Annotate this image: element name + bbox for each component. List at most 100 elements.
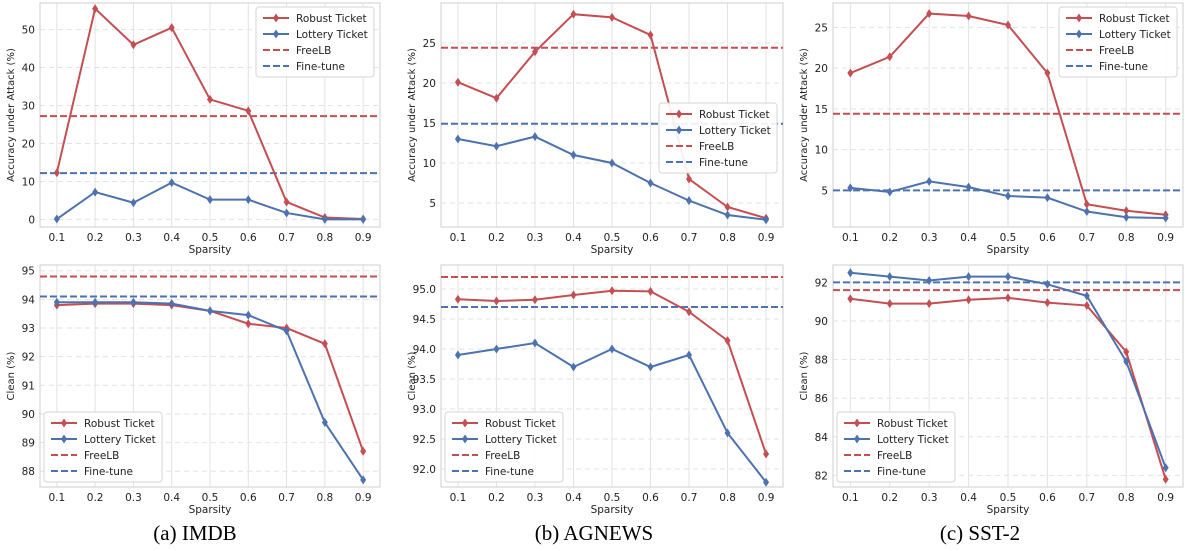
x-tick-label: 0.3 (527, 232, 544, 244)
point-robust (686, 174, 693, 184)
x-tick-label: 0.7 (278, 232, 295, 244)
x-tick-label: 0.5 (1000, 232, 1017, 244)
legend: Robust Ticket Lottery Ticket FreeLB Fine-tu… (43, 411, 163, 483)
point-lottery (1044, 193, 1051, 203)
x-tick-label: 0.6 (642, 492, 659, 504)
point-lottery (965, 182, 972, 192)
legend-label-finetune: Fine-tune (485, 466, 534, 478)
point-lottery (360, 475, 367, 485)
y-tick-label: 94.5 (413, 314, 436, 326)
plot-frame (832, 264, 1184, 488)
point-lottery (886, 272, 893, 282)
chart-agnews-attack: 0.1 0.2 0.3 0.4 0.5 0.6 0.7 0.8 0.9 5 10 15 20 25 Spar… (407, 2, 784, 256)
plot-frame (39, 264, 381, 488)
point-lottery (53, 214, 60, 224)
point-lottery (847, 183, 854, 193)
legend-box (444, 411, 564, 483)
x-tick-label: 0.2 (488, 232, 505, 244)
point-lottery (283, 208, 290, 218)
x-tick-label: 0.4 (163, 492, 180, 504)
point-robust (454, 77, 461, 87)
point-robust (965, 295, 972, 305)
y-tick-label: 88 (815, 355, 828, 367)
point-robust (647, 286, 654, 296)
legend-marker-robust (676, 109, 682, 119)
point-robust (493, 93, 500, 103)
legend-label-freelb: FreeLB (1099, 45, 1134, 57)
point-lottery (609, 158, 615, 168)
legend-label-robust: Robust Ticket (296, 13, 367, 25)
chart-imdb-attack: 0.1 0.2 0.3 0.4 0.5 0.6 0.7 0.8 0.9 0 10 20 30 40 50 Sp… (6, 2, 381, 256)
x-tick-label: 0.7 (1078, 492, 1095, 504)
point-lottery (360, 214, 367, 224)
point-robust (1005, 293, 1011, 303)
point-lottery (168, 178, 175, 188)
y-tick-label: 20 (815, 63, 828, 75)
x-tick-label: 0.1 (48, 232, 65, 244)
point-robust (686, 307, 693, 317)
x-tick-label: 0.2 (87, 232, 104, 244)
y-tick-label: 15 (423, 118, 436, 130)
legend-box (1058, 6, 1178, 78)
x-tick-label: 0.4 (163, 232, 180, 244)
point-robust (570, 290, 577, 300)
y-tick-label: 89 (22, 438, 35, 450)
point-robust (1123, 206, 1130, 216)
y-tick-label: 5 (429, 198, 436, 210)
y-axis-label: Clean (%) (407, 351, 418, 400)
x-tick-label: 0.8 (1118, 492, 1135, 504)
legend-marker-lottery (61, 434, 67, 444)
legend-marker-lottery (676, 125, 682, 135)
legend-label-freelb: FreeLB (485, 450, 520, 462)
point-lottery (531, 338, 538, 348)
legend-label-lottery: Lottery Ticket (485, 434, 557, 446)
x-tick-label: 0.2 (881, 492, 898, 504)
x-tick-label: 0.3 (921, 232, 938, 244)
legend-label-finetune: Fine-tune (1099, 61, 1148, 73)
x-tick-label: 0.4 (960, 492, 977, 504)
legend-marker-robust (854, 418, 860, 428)
point-lottery (1005, 272, 1011, 282)
point-robust (168, 23, 175, 33)
x-tick-label: 0.9 (758, 492, 775, 504)
point-lottery (965, 272, 972, 282)
point-lottery (847, 268, 854, 278)
y-axis-label: Accuracy under Attack (%) (407, 48, 418, 182)
legend-label-finetune: Fine-tune (84, 466, 133, 478)
point-lottery (168, 299, 175, 309)
point-lottery (493, 141, 500, 151)
x-tick-label: 0.7 (278, 492, 295, 504)
y-tick-label: 94 (22, 294, 36, 306)
y-tick-label: 90 (815, 316, 828, 328)
y-tick-label: 91 (22, 380, 35, 392)
x-tick-label: 0.9 (1157, 232, 1174, 244)
plot-frame (39, 2, 381, 228)
point-lottery (724, 428, 731, 438)
point-robust (609, 12, 615, 22)
point-lottery (92, 297, 99, 307)
point-lottery (926, 176, 933, 186)
legend-label-finetune: Fine-tune (699, 157, 748, 169)
point-robust (847, 294, 854, 304)
y-tick-label: 84 (815, 432, 829, 444)
legend-label-robust: Robust Ticket (877, 418, 948, 430)
x-tick-label: 0.5 (1000, 492, 1017, 504)
legend-label-freelb: FreeLB (699, 141, 734, 153)
legend-marker-lottery (273, 29, 279, 39)
chart-sst2-attack: 0.1 0.2 0.3 0.4 0.5 0.6 0.7 0.8 0.9 5 10 15 20 25 Spar… (799, 2, 1184, 256)
x-axis-label: Sparsity (987, 504, 1030, 516)
y-tick-label: 5 (821, 185, 828, 197)
y-tick-label: 86 (815, 393, 829, 405)
legend-label-lottery: Lottery Ticket (1099, 29, 1171, 41)
x-tick-label: 0.8 (719, 492, 736, 504)
x-tick-label: 0.7 (681, 232, 698, 244)
x-axis-label: Sparsity (987, 244, 1030, 256)
chart-sst2-clean: 0.1 0.2 0.3 0.4 0.5 0.6 0.7 0.8 0.9 82 84 86 88 90 92 S… (799, 264, 1184, 516)
y-tick-label: 93 (22, 323, 35, 335)
legend-label-freelb: FreeLB (84, 450, 119, 462)
y-tick-label: 20 (22, 138, 35, 150)
x-tick-label: 0.4 (565, 232, 582, 244)
x-tick-label: 0.6 (240, 232, 257, 244)
x-tick-label: 0.9 (355, 492, 372, 504)
point-lottery (53, 297, 60, 307)
